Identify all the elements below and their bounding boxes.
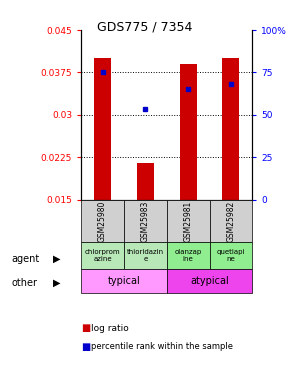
Text: atypical: atypical (190, 276, 229, 286)
Text: agent: agent (12, 254, 40, 264)
Bar (94, 58, 111, 200)
Text: ■: ■ (81, 323, 90, 333)
Text: chlorprom
azine: chlorprom azine (85, 249, 120, 262)
Text: GSM25981: GSM25981 (184, 200, 193, 242)
Bar (81, 270, 167, 292)
Bar (124, 200, 167, 242)
Text: olanzap
ine: olanzap ine (175, 249, 202, 262)
Text: quetiapi
ne: quetiapi ne (217, 249, 245, 262)
Text: thioridazin
e: thioridazin e (127, 249, 164, 262)
Bar (137, 163, 154, 200)
Text: other: other (12, 278, 38, 288)
Text: ▶: ▶ (53, 278, 60, 288)
Bar (222, 58, 240, 200)
Bar (210, 242, 252, 270)
Bar (167, 242, 209, 270)
Bar (167, 200, 209, 242)
Text: ▶: ▶ (53, 254, 60, 264)
Text: percentile rank within the sample: percentile rank within the sample (91, 342, 233, 351)
Bar (180, 64, 197, 200)
Bar (210, 200, 252, 242)
Bar (81, 242, 124, 270)
Bar (81, 200, 124, 242)
Text: ■: ■ (81, 342, 90, 352)
Bar (124, 242, 167, 270)
Text: GSM25982: GSM25982 (226, 200, 235, 242)
Text: GDS775 / 7354: GDS775 / 7354 (97, 21, 193, 34)
Text: log ratio: log ratio (91, 324, 129, 333)
Text: GSM25983: GSM25983 (141, 200, 150, 242)
Bar (167, 270, 252, 292)
Text: typical: typical (108, 276, 140, 286)
Text: GSM25980: GSM25980 (98, 200, 107, 242)
